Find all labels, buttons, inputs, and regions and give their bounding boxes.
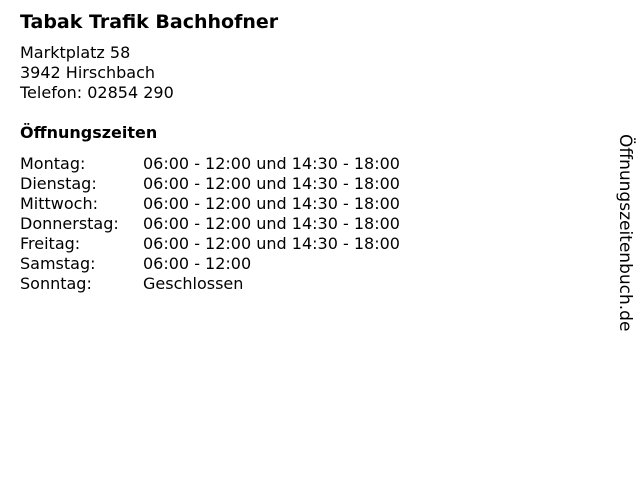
hours-row: Donnerstag: 06:00 - 12:00 und 14:30 - 18:… xyxy=(20,214,400,234)
day-label: Samstag: xyxy=(20,254,96,273)
hours-table: Montag: 06:00 - 12:00 und 14:30 - 18:00 D… xyxy=(20,154,400,294)
day-label: Donnerstag: xyxy=(20,214,119,233)
street: Marktplatz 58 xyxy=(20,43,131,62)
city: 3942 Hirschbach xyxy=(20,63,156,82)
business-name: Tabak Trafik Bachhofner xyxy=(20,11,279,33)
phone: Telefon: 02854 290 xyxy=(20,83,174,102)
day-label: Montag: xyxy=(20,154,86,173)
hours-row: Dienstag: 06:00 - 12:00 und 14:30 - 18:00 xyxy=(20,174,400,194)
time-value: Geschlossen xyxy=(143,274,244,293)
time-value: 06:00 - 12:00 xyxy=(143,254,252,273)
hours-heading: Öffnungszeiten xyxy=(20,123,158,142)
site-watermark: Öffnungszeitenbuch.de xyxy=(615,134,635,332)
time-value: 06:00 - 12:00 und 14:30 - 18:00 xyxy=(143,174,400,193)
hours-row: Freitag: 06:00 - 12:00 und 14:30 - 18:00 xyxy=(20,234,400,254)
day-label: Mittwoch: xyxy=(20,194,98,213)
time-value: 06:00 - 12:00 und 14:30 - 18:00 xyxy=(143,154,400,173)
time-value: 06:00 - 12:00 und 14:30 - 18:00 xyxy=(143,214,400,233)
time-value: 06:00 - 12:00 und 14:30 - 18:00 xyxy=(143,194,400,213)
hours-row: Mittwoch: 06:00 - 12:00 und 14:30 - 18:00 xyxy=(20,194,400,214)
hours-row: Sonntag: Geschlossen xyxy=(20,274,400,294)
day-label: Freitag: xyxy=(20,234,81,253)
hours-row: Samstag: 06:00 - 12:00 xyxy=(20,254,400,274)
day-label: Dienstag: xyxy=(20,174,97,193)
address-block: Marktplatz 58 3942 Hirschbach Telefon: 0… xyxy=(20,43,174,103)
time-value: 06:00 - 12:00 und 14:30 - 18:00 xyxy=(143,234,400,253)
day-label: Sonntag: xyxy=(20,274,92,293)
hours-row: Montag: 06:00 - 12:00 und 14:30 - 18:00 xyxy=(20,154,400,174)
